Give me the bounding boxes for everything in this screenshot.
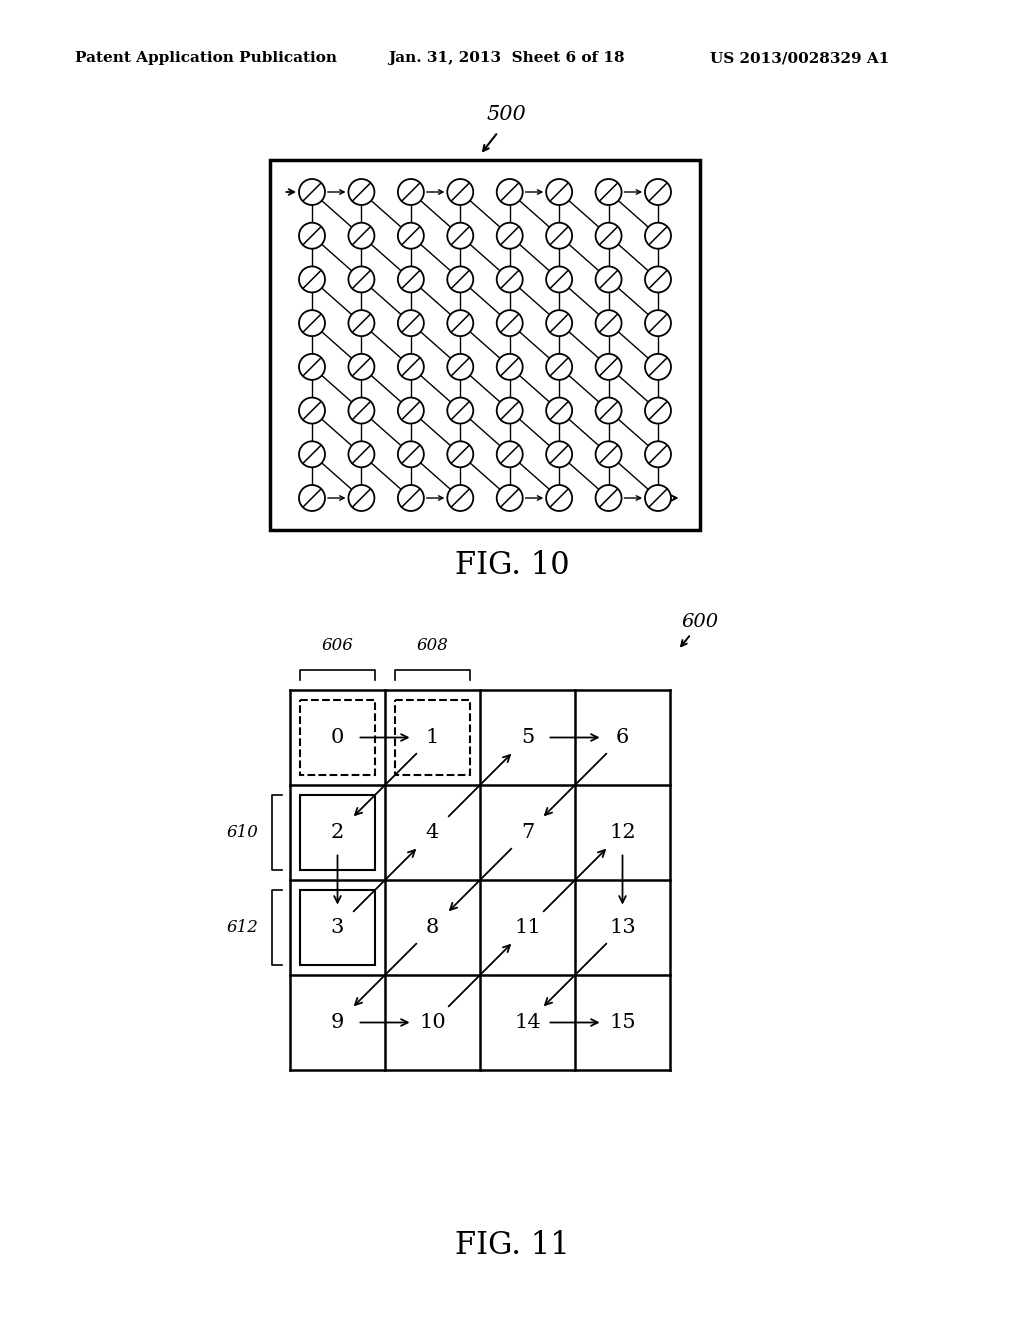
- Circle shape: [596, 354, 622, 380]
- Circle shape: [546, 267, 572, 293]
- Circle shape: [348, 397, 375, 424]
- Circle shape: [299, 484, 325, 511]
- Circle shape: [348, 223, 375, 248]
- Text: FIG. 11: FIG. 11: [455, 1229, 569, 1261]
- Circle shape: [645, 267, 671, 293]
- Circle shape: [497, 267, 522, 293]
- Bar: [395, 700, 470, 775]
- Circle shape: [447, 267, 473, 293]
- Circle shape: [299, 310, 325, 337]
- Circle shape: [645, 397, 671, 424]
- Text: 606: 606: [322, 636, 353, 653]
- Circle shape: [447, 180, 473, 205]
- Circle shape: [447, 397, 473, 424]
- Bar: [300, 890, 375, 965]
- Circle shape: [596, 484, 622, 511]
- Circle shape: [398, 441, 424, 467]
- Circle shape: [596, 310, 622, 337]
- Text: 7: 7: [521, 822, 535, 842]
- Circle shape: [645, 441, 671, 467]
- Text: 15: 15: [609, 1012, 636, 1032]
- Text: FIG. 10: FIG. 10: [455, 549, 569, 581]
- Text: 500: 500: [486, 106, 526, 124]
- Text: 2: 2: [331, 822, 344, 842]
- Bar: [300, 700, 375, 775]
- Circle shape: [546, 441, 572, 467]
- Text: 600: 600: [681, 612, 719, 631]
- Text: 4: 4: [426, 822, 439, 842]
- Text: 0: 0: [331, 729, 344, 747]
- Circle shape: [546, 180, 572, 205]
- Bar: [270, 160, 700, 531]
- Circle shape: [596, 180, 622, 205]
- Circle shape: [398, 484, 424, 511]
- Text: 3: 3: [331, 917, 344, 937]
- Circle shape: [398, 354, 424, 380]
- Text: 13: 13: [609, 917, 636, 937]
- Circle shape: [596, 223, 622, 248]
- Text: 10: 10: [419, 1012, 445, 1032]
- Circle shape: [497, 441, 522, 467]
- Circle shape: [497, 310, 522, 337]
- Circle shape: [348, 180, 375, 205]
- Text: 11: 11: [514, 917, 541, 937]
- Circle shape: [447, 441, 473, 467]
- Circle shape: [546, 484, 572, 511]
- Circle shape: [398, 223, 424, 248]
- Text: 612: 612: [226, 919, 258, 936]
- Bar: [300, 795, 375, 870]
- Circle shape: [645, 310, 671, 337]
- Text: 5: 5: [521, 729, 535, 747]
- Circle shape: [348, 484, 375, 511]
- Text: 6: 6: [615, 729, 629, 747]
- Circle shape: [398, 267, 424, 293]
- Text: Jan. 31, 2013  Sheet 6 of 18: Jan. 31, 2013 Sheet 6 of 18: [388, 51, 625, 65]
- Circle shape: [596, 267, 622, 293]
- Text: 608: 608: [417, 636, 449, 653]
- Circle shape: [645, 180, 671, 205]
- Circle shape: [596, 397, 622, 424]
- Text: 610: 610: [226, 824, 258, 841]
- Circle shape: [497, 180, 522, 205]
- Text: 1: 1: [426, 729, 439, 747]
- Circle shape: [497, 484, 522, 511]
- Circle shape: [645, 223, 671, 248]
- Circle shape: [645, 484, 671, 511]
- Circle shape: [299, 267, 325, 293]
- Circle shape: [645, 354, 671, 380]
- Circle shape: [299, 397, 325, 424]
- Circle shape: [398, 180, 424, 205]
- Circle shape: [497, 223, 522, 248]
- Circle shape: [447, 223, 473, 248]
- Circle shape: [447, 354, 473, 380]
- Circle shape: [398, 310, 424, 337]
- Circle shape: [348, 441, 375, 467]
- Circle shape: [546, 310, 572, 337]
- Circle shape: [497, 397, 522, 424]
- Text: US 2013/0028329 A1: US 2013/0028329 A1: [710, 51, 890, 65]
- Circle shape: [546, 397, 572, 424]
- Text: 9: 9: [331, 1012, 344, 1032]
- Text: 8: 8: [426, 917, 439, 937]
- Circle shape: [596, 441, 622, 467]
- Circle shape: [348, 267, 375, 293]
- Text: 12: 12: [609, 822, 636, 842]
- Circle shape: [447, 310, 473, 337]
- Circle shape: [348, 354, 375, 380]
- Circle shape: [497, 354, 522, 380]
- Text: 14: 14: [514, 1012, 541, 1032]
- Circle shape: [546, 223, 572, 248]
- Circle shape: [546, 354, 572, 380]
- Text: Patent Application Publication: Patent Application Publication: [75, 51, 337, 65]
- Circle shape: [348, 310, 375, 337]
- Circle shape: [447, 484, 473, 511]
- Circle shape: [299, 354, 325, 380]
- Circle shape: [299, 180, 325, 205]
- Circle shape: [299, 223, 325, 248]
- Circle shape: [299, 441, 325, 467]
- Circle shape: [398, 397, 424, 424]
